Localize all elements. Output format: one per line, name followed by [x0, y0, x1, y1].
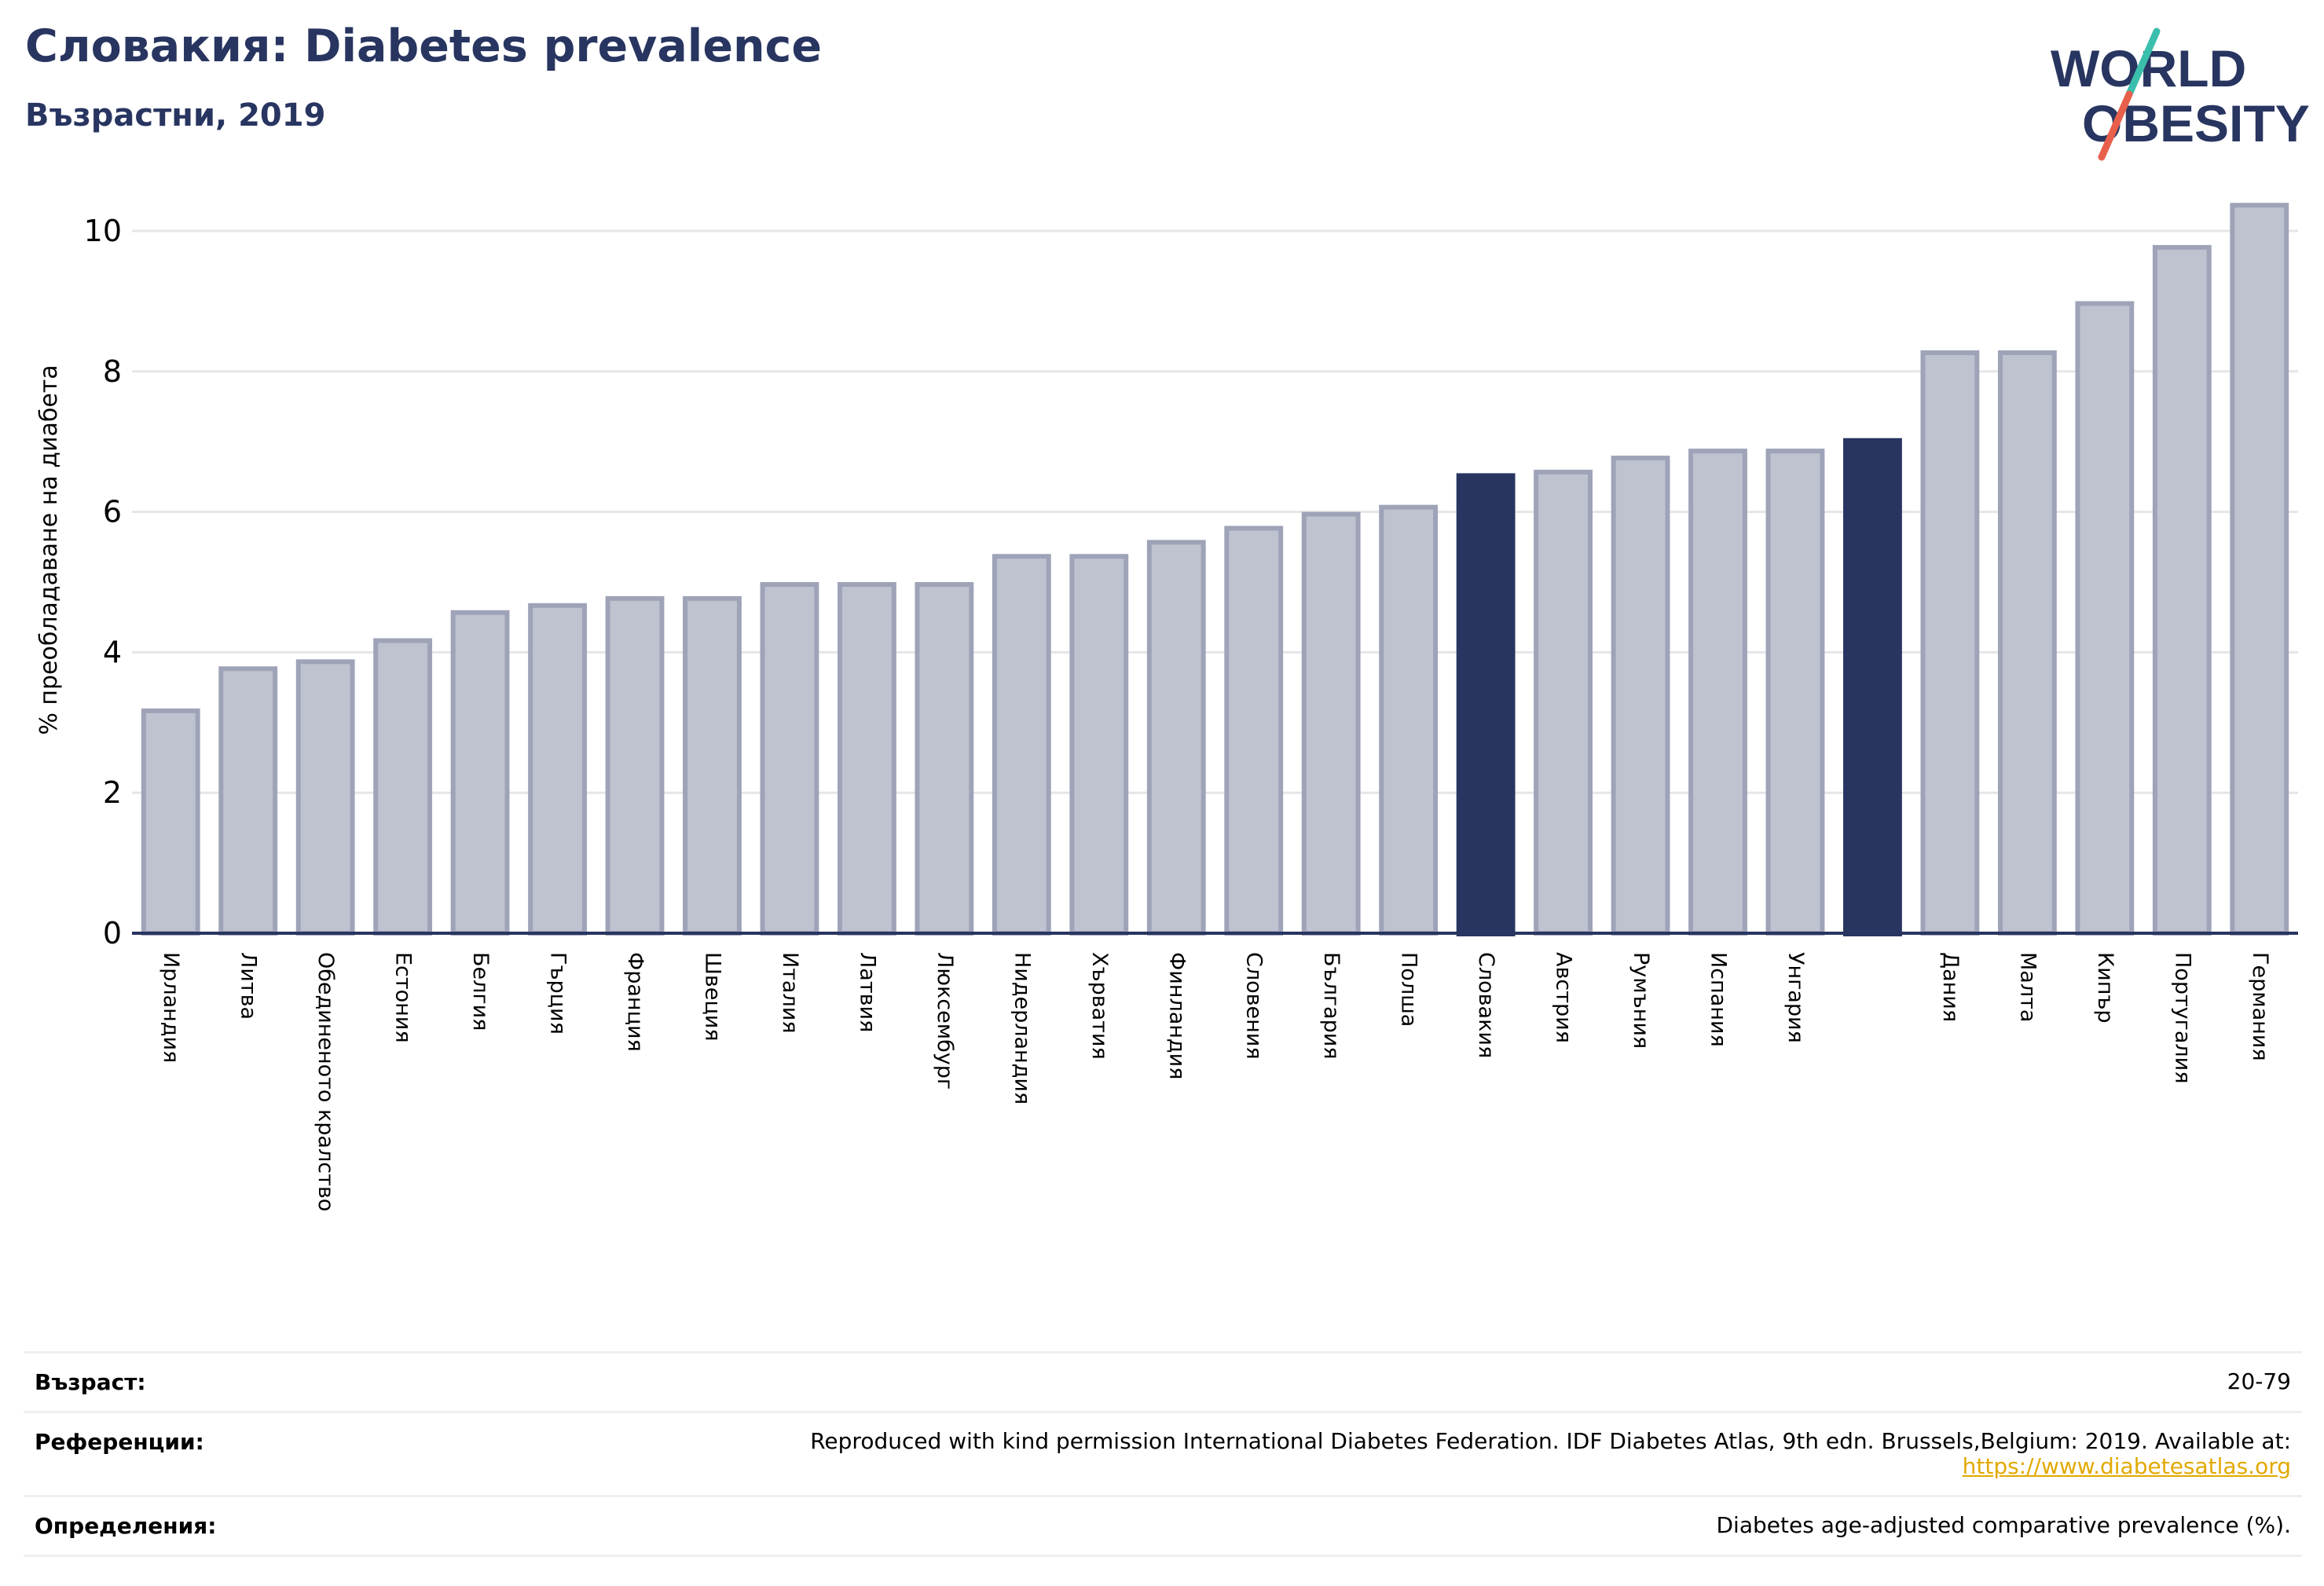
x-tick-label: Италия	[778, 952, 802, 1034]
bar-highlighted	[1843, 438, 1902, 936]
axis-layer: 0 2 4 6 8 10	[84, 214, 2298, 951]
footer-row-age: Възраст: 20-79	[24, 1351, 2302, 1411]
x-tick-label: Белгия	[468, 952, 493, 1031]
x-tick-label: Франция	[623, 952, 647, 1052]
x-tick-label: Кипър	[2093, 952, 2117, 1024]
logo-slash-bottom	[2098, 90, 2133, 161]
definitions-value: Diabetes age-adjusted comparative preval…	[1716, 1512, 2292, 1539]
x-tick-label: Малта	[2015, 952, 2040, 1022]
y-tick-label: 10	[84, 214, 122, 248]
y-tick-label: 2	[103, 775, 122, 810]
x-tick-label: Латвия	[855, 952, 879, 1032]
x-tick-label: Финландия	[1164, 952, 1189, 1079]
logo-slash-top	[2125, 27, 2161, 98]
x-tick-label: Испания	[1706, 952, 1731, 1047]
bar	[1920, 350, 1980, 936]
bar	[1765, 449, 1825, 936]
bar	[2075, 301, 2135, 936]
bar	[1688, 449, 1747, 936]
age-label: Възраст:	[35, 1369, 146, 1395]
bar	[1224, 526, 1284, 936]
chart-subtitle: Възрастни, 2019	[25, 97, 326, 134]
bar	[141, 708, 200, 936]
x-tick-label: Португалия	[2170, 952, 2194, 1083]
x-tick-label: Полша	[1397, 952, 1421, 1027]
x-tick-label: Дания	[1938, 952, 1963, 1022]
x-tick-label: Люксембург	[933, 952, 957, 1090]
footer-row-definitions: Определения: Diabetes age-adjusted compa…	[24, 1495, 2302, 1558]
bar-layer	[141, 203, 2289, 936]
x-tick-label: Германия	[2248, 952, 2272, 1061]
x-tick-label: Ирландия	[159, 952, 183, 1063]
footer-table: Възраст: 20-79 Референции: Reproduced wi…	[24, 1351, 2302, 1558]
bar-chart: 0 2 4 6 8 10 Ирландия Литва Обединеното кралств…	[35, 203, 2298, 1211]
bar	[1379, 504, 1439, 936]
world-obesity-logo: WORLD OBESITY	[2051, 27, 2310, 161]
x-tick-label: Литва	[236, 952, 261, 1020]
bar	[450, 610, 510, 936]
bar	[915, 582, 974, 936]
bar	[992, 554, 1051, 936]
x-tick-label: Нидерландия	[1010, 952, 1034, 1104]
bar-highlighted	[1456, 473, 1516, 936]
y-tick-label: 8	[103, 354, 122, 389]
bar	[1611, 456, 1670, 936]
bar	[1997, 350, 2057, 936]
footer-row-references: Референции: Reproduced with kind permiss…	[24, 1411, 2302, 1495]
references-link[interactable]: https://www.diabetesatlas.org	[1962, 1453, 2291, 1480]
bar	[837, 582, 896, 936]
bar	[373, 638, 433, 936]
x-tick-label: Хърватия	[1087, 952, 1112, 1060]
chart-title: Словакия: Diabetes prevalence	[25, 20, 823, 72]
label-layer: Ирландия Литва Обединеното кралство Естония…	[159, 952, 2272, 1211]
references-text: Reproduced with kind permission Internat…	[810, 1428, 2291, 1454]
x-tick-label: Словения	[1242, 952, 1266, 1060]
bar	[2230, 203, 2289, 936]
bar	[528, 603, 587, 936]
bar	[218, 666, 278, 936]
bar	[1534, 469, 1593, 936]
x-tick-label: Румъния	[1629, 952, 1653, 1049]
references-label: Референции:	[35, 1429, 204, 1455]
bar	[1301, 511, 1361, 936]
bar	[1069, 554, 1129, 936]
x-tick-label: Обединеното кралство	[313, 952, 338, 1211]
bar	[1146, 540, 1206, 936]
y-tick-label: 0	[103, 916, 122, 951]
definitions-label: Определения:	[35, 1513, 217, 1540]
references-value: Reproduced with kind permission Internat…	[810, 1428, 2291, 1480]
age-value: 20-79	[2227, 1368, 2291, 1394]
bar	[2152, 244, 2212, 936]
y-tick-label: 4	[103, 635, 122, 669]
x-tick-label: България	[1319, 952, 1343, 1060]
x-tick-label: Австрия	[1552, 952, 1576, 1043]
bar	[605, 595, 665, 936]
bar	[683, 595, 742, 936]
y-tick-label: 6	[103, 495, 122, 529]
x-tick-label: Швеция	[700, 952, 724, 1042]
bar	[760, 582, 819, 936]
bar	[295, 659, 355, 936]
x-tick-label: Естония	[391, 952, 416, 1043]
x-tick-label: Словакия	[1474, 952, 1498, 1058]
x-tick-label: Унгария	[1783, 952, 1808, 1043]
y-axis-label: % преобладаване на диабета	[35, 364, 63, 734]
x-tick-label: Гърция	[546, 952, 570, 1035]
